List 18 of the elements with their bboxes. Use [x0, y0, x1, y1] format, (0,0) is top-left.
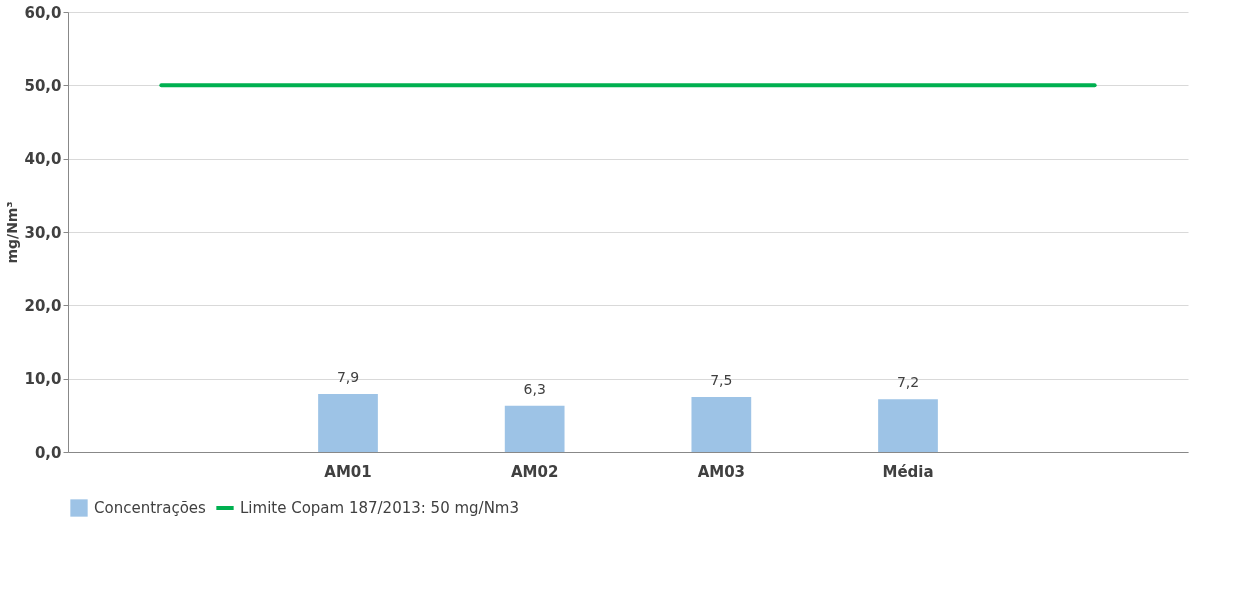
data-label: 7,2 — [896, 374, 920, 391]
y-tick-label: 60,0 — [24, 3, 62, 22]
data-label: 7,5 — [710, 372, 733, 388]
y-tick-label: 40,0 — [24, 150, 62, 169]
x-tick-label: AM01 — [324, 462, 372, 481]
legend-label: Concentrações — [94, 499, 207, 517]
y-tick-label: 0,0 — [34, 443, 62, 462]
data-label: 6,3 — [523, 380, 546, 397]
y-axis-title: mg/Nm³ — [4, 201, 21, 264]
y-tick-label: 50,0 — [24, 76, 62, 95]
data-label: 7,9 — [336, 369, 360, 386]
legend-label: Limite Copam 187/2013: 50 mg/Nm3 — [240, 499, 520, 517]
y-tick-label: 30,0 — [24, 223, 62, 242]
x-tick-label: AM02 — [510, 462, 559, 481]
y-tick-label: 20,0 — [24, 296, 62, 315]
y-tick-label: 10,0 — [24, 370, 62, 389]
x-tick-label: Média — [882, 462, 934, 481]
x-tick-label: AM03 — [697, 462, 746, 481]
